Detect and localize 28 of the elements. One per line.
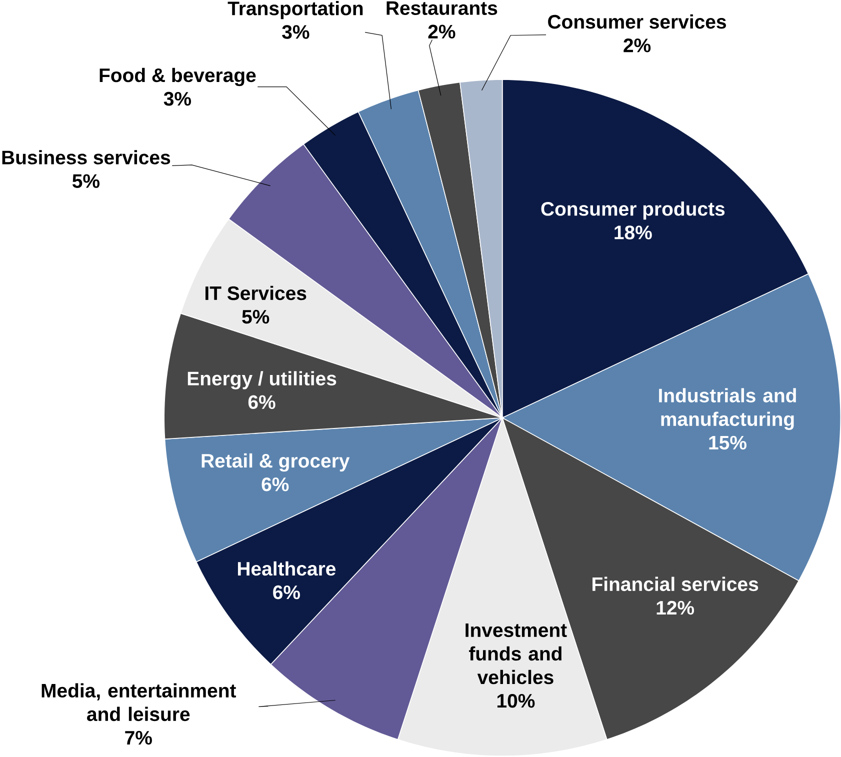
data-label: 6% — [262, 478, 289, 492]
data-label: 2% — [428, 25, 456, 39]
slice-label: Energy / utilities — [188, 371, 336, 390]
slice-label: Media, entertainment and leisure — [42, 684, 236, 722]
data-label: 10% — [497, 694, 535, 708]
data-label: 3% — [282, 25, 310, 40]
slice-label: Industrials and manufacturing — [659, 388, 796, 430]
slice-label: Restaurants — [386, 2, 498, 16]
data-label: 7% — [125, 731, 152, 745]
data-label: 12% — [656, 601, 694, 615]
slice-label: Financial services — [592, 577, 758, 592]
slice-label: Consumer services — [548, 14, 726, 29]
data-label: 5% — [242, 310, 270, 324]
data-label: 3% — [164, 92, 192, 106]
slice-label: Transportation — [228, 1, 363, 20]
data-label: 18% — [614, 226, 652, 240]
slice-label: Consumer products — [541, 202, 725, 220]
data-label: 2% — [624, 38, 651, 52]
data-label: 6% — [248, 395, 276, 410]
slice-label: Investment funds and vehicles — [466, 624, 567, 684]
data-label: 5% — [72, 174, 100, 188]
slice-label: IT Services — [206, 286, 306, 300]
slice-label: Business services — [2, 150, 170, 165]
slice-label: Healthcare — [238, 562, 336, 576]
data-label: 15% — [709, 436, 746, 450]
data-label: 6% — [273, 586, 300, 600]
slice-label: Retail & grocery — [202, 454, 350, 472]
slice-label: Food & beverage — [100, 68, 256, 86]
